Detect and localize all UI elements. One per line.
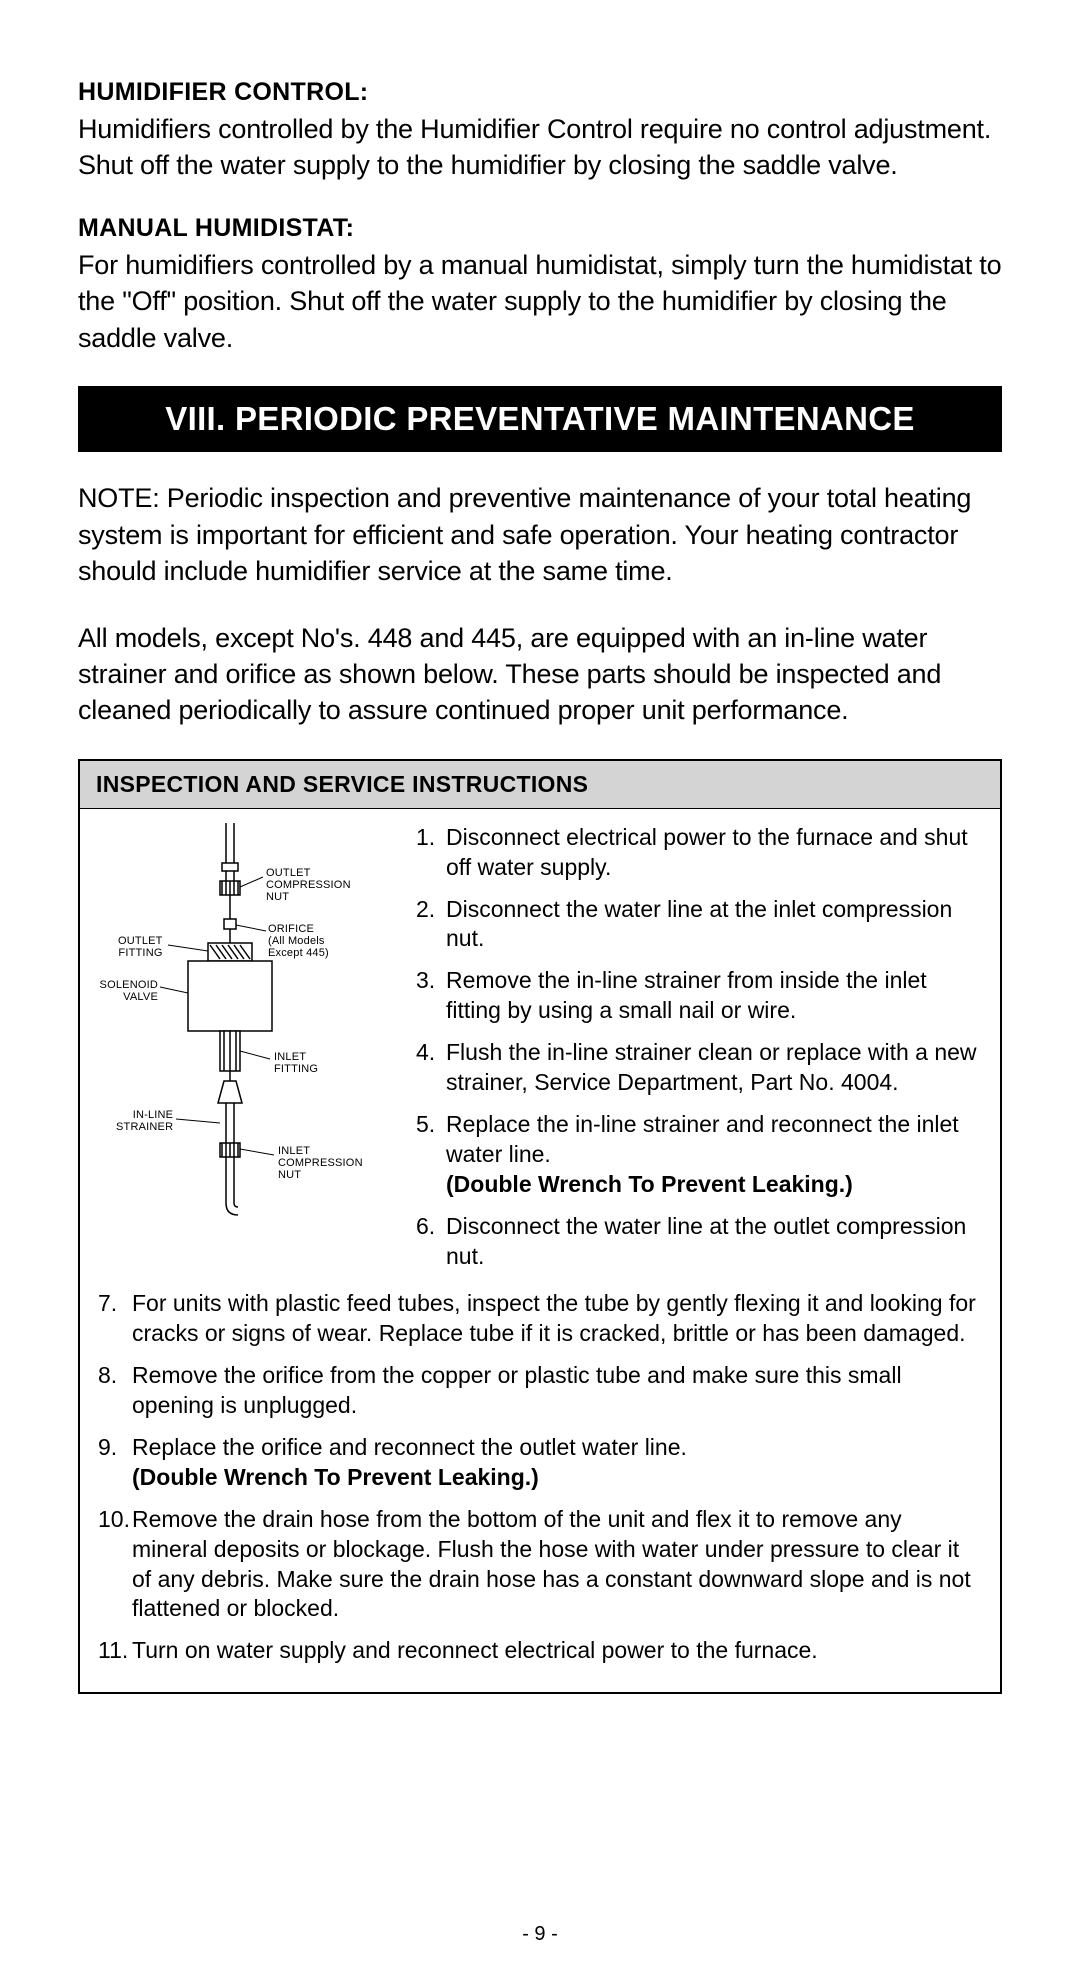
step-7: For units with plastic feed tubes, inspe… [98,1289,982,1349]
step-5-bold: (Double Wrench To Prevent Leaking.) [446,1171,853,1197]
step-9: Replace the orifice and reconnect the ou… [98,1433,982,1493]
page-number: - 9 - [0,1923,1080,1946]
step-9-bold: (Double Wrench To Prevent Leaking.) [132,1464,539,1490]
label-outlet-fitting: OUTLET FITTING [118,935,163,959]
text-humidifier-control: Humidifiers controlled by the Humidifier… [78,111,1002,184]
models-text: All models, except No's. 448 and 445, ar… [78,620,1002,729]
step-2: Disconnect the water line at the inlet c… [416,895,982,955]
step-4: Flush the in-line strainer clean or repl… [416,1038,982,1098]
step-9-text: Replace the orifice and reconnect the ou… [132,1434,687,1460]
steps-list-top: Disconnect electrical power to the furna… [416,823,982,1272]
step-11: Turn on water supply and reconnect elect… [98,1636,982,1666]
label-inlet-compression-nut: INLET COMPRESSION NUT [278,1145,363,1181]
steps-list-bottom: For units with plastic feed tubes, inspe… [98,1289,982,1666]
step-1: Disconnect electrical power to the furna… [416,823,982,883]
step-8: Remove the orifice from the copper or pl… [98,1361,982,1421]
note-text: NOTE: Periodic inspection and preventive… [78,480,1002,589]
step-6: Disconnect the water line at the outlet … [416,1212,982,1272]
step-3: Remove the in-line strainer from inside … [416,966,982,1026]
text-manual-humidistat: For humidifiers controlled by a manual h… [78,247,1002,356]
label-orifice: ORIFICE (All Models Except 445) [268,923,329,959]
section-banner: VIII. PERIODIC PREVENTATIVE MAINTENANCE [78,386,1002,452]
instructions-box: INSPECTION AND SERVICE INSTRUCTIONS [78,759,1002,1694]
section-heading-humidifier-control: HUMIDIFIER CONTROL: [78,78,1002,107]
section-heading-manual-humidistat: MANUAL HUMIDISTAT: [78,214,1002,243]
solenoid-valve-diagram: OUTLET COMPRESSION NUT ORIFICE (All Mode… [98,823,398,1243]
diagram-column: OUTLET COMPRESSION NUT ORIFICE (All Mode… [98,823,398,1284]
label-inlet-fitting: INLET FITTING [274,1051,318,1075]
box-header: INSPECTION AND SERVICE INSTRUCTIONS [80,761,1000,809]
label-solenoid-valve: SOLENOID VALVE [98,979,158,1003]
step-10: Remove the drain hose from the bottom of… [98,1505,982,1625]
box-body: OUTLET COMPRESSION NUT ORIFICE (All Mode… [80,809,1000,1692]
steps-column-top: Disconnect electrical power to the furna… [416,823,982,1284]
step-5-text: Replace the in-line strainer and reconne… [446,1111,959,1167]
step-5: Replace the in-line strainer and reconne… [416,1110,982,1200]
label-in-line-strainer: IN-LINE STRAINER [116,1109,173,1133]
label-outlet-compression-nut: OUTLET COMPRESSION NUT [266,867,351,903]
